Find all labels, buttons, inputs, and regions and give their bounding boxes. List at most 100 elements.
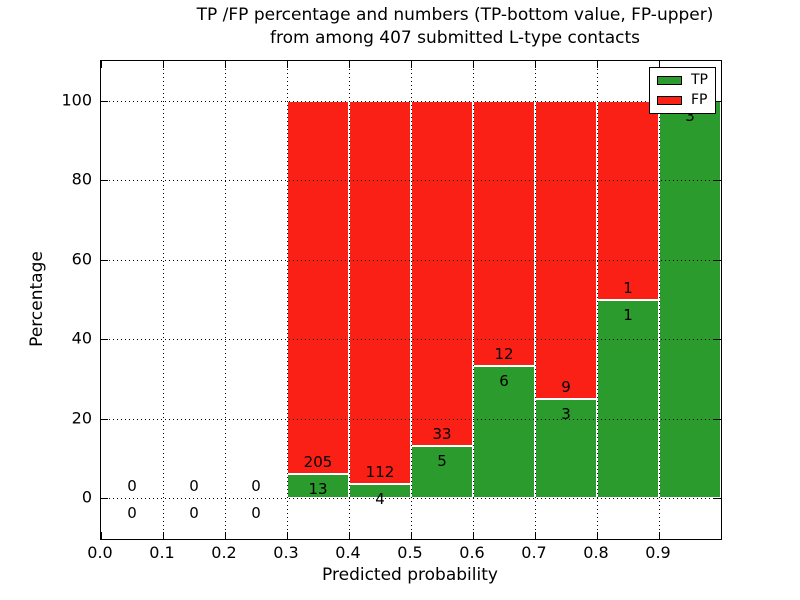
x-gridline [225, 61, 226, 539]
y-tick-label: 100 [61, 90, 92, 110]
x-axis-tick [163, 532, 164, 539]
tp-count-label: 4 [375, 490, 385, 509]
fp-count-label: 112 [365, 463, 395, 482]
fp-count-label: 1 [623, 278, 633, 297]
y-axis-right-tick [714, 418, 721, 420]
x-axis-label: Predicted probability [322, 565, 498, 585]
x-gridline [287, 61, 288, 539]
tp-count-label: 1 [623, 305, 633, 324]
fp-bar-segment [411, 101, 473, 446]
tp-count-label: 0 [251, 504, 261, 522]
x-gridline [659, 61, 660, 539]
x-tick-label: 0.9 [645, 543, 671, 562]
chart-title-line1: TP /FP percentage and numbers (TP-bottom… [196, 5, 714, 25]
y-axis-tick [101, 180, 108, 182]
x-tick-label: 0.2 [211, 543, 237, 562]
x-axis-tick [535, 532, 536, 539]
x-axis-top-tick [163, 61, 164, 68]
fp-count-label: 205 [303, 453, 333, 472]
y-axis-label: Percentage [27, 251, 47, 347]
chart-title-line2: from among 407 submitted L-type contacts [269, 28, 641, 48]
tp-bar-segment [659, 101, 721, 498]
fp-bar-segment [349, 101, 411, 485]
tp-bar-segment [473, 365, 535, 498]
tp-count-label: 5 [437, 451, 447, 470]
x-axis-top-tick [101, 61, 102, 68]
y-axis-tick [101, 259, 108, 261]
x-gridline [597, 61, 598, 539]
x-axis-top-tick [473, 61, 474, 68]
fp-count-label: 0 [251, 477, 261, 495]
chart-title: TP /FP percentage and numbers (TP-bottom… [197, 4, 714, 50]
x-axis-tick [597, 532, 598, 539]
legend-row-tp: TP [657, 72, 708, 88]
x-tick-label: 0.3 [273, 543, 299, 562]
x-gridline [349, 61, 350, 539]
fp-bar-segment [535, 101, 597, 399]
y-tick-label: 60 [71, 249, 92, 269]
x-tick-label: 0.5 [397, 543, 423, 562]
x-axis-top-tick [411, 61, 412, 68]
fp-count-label: 0 [189, 477, 199, 495]
legend: TP FP [649, 67, 716, 114]
y-axis-tick [101, 101, 108, 102]
x-axis-top-tick [659, 61, 660, 68]
y-axis-right-tick [714, 498, 721, 499]
x-axis-top-tick [535, 61, 536, 68]
y-tick-label: 20 [71, 408, 92, 428]
x-tick-label: 0.7 [521, 543, 547, 562]
x-axis-top-tick [349, 61, 350, 68]
tp-count-label: 0 [189, 504, 199, 522]
legend-row-fp: FP [657, 92, 708, 108]
x-axis-tick [287, 532, 288, 539]
x-gridline [535, 61, 536, 539]
x-axis-tick [473, 532, 474, 539]
y-axis-right-tick [714, 101, 721, 102]
x-tick-label: 0.1 [149, 543, 175, 562]
tp-count-label: 0 [127, 504, 137, 522]
x-gridline [411, 61, 412, 539]
y-tick-label: 80 [71, 169, 92, 189]
x-axis-tick [225, 532, 226, 539]
tp-legend-swatch [657, 76, 682, 85]
fp-count-label: 9 [561, 377, 571, 396]
tp-bar-segment [411, 445, 473, 498]
x-axis-tick [349, 532, 350, 539]
x-axis-top-tick [225, 61, 226, 68]
fp-count-label: 0 [127, 477, 137, 495]
fp-bar-segment [473, 101, 535, 366]
tp-count-label: 3 [685, 107, 695, 125]
x-tick-label: 0.8 [583, 543, 609, 562]
fp-legend-label: FP [691, 92, 708, 108]
y-tick-label: 0 [81, 487, 92, 507]
x-axis-tick [659, 532, 660, 539]
x-gridline [473, 61, 474, 539]
y-axis-tick [101, 498, 108, 499]
x-axis-tick [101, 532, 102, 539]
x-axis-tick [411, 532, 412, 539]
x-tick-label: 0.0 [87, 543, 113, 562]
x-gridline [163, 61, 164, 539]
tp-count-label: 6 [499, 371, 509, 390]
fp-legend-swatch [657, 96, 682, 105]
fp-bar-segment [597, 101, 659, 300]
x-axis-top-tick [287, 61, 288, 68]
tp-count-label: 13 [308, 480, 328, 499]
y-axis-tick [101, 339, 108, 341]
fp-count-label: 33 [432, 424, 452, 443]
plot-area: TP FP 000000205131124335126931103 [100, 60, 722, 540]
y-tick-label: 40 [71, 328, 92, 348]
fp-count-label: 12 [494, 344, 514, 363]
x-tick-label: 0.4 [335, 543, 361, 562]
fp-bar-segment [287, 101, 349, 475]
tp-count-label: 3 [561, 404, 571, 423]
y-axis-right-tick [714, 180, 721, 182]
tp-bar-segment [597, 299, 659, 498]
x-tick-label: 0.6 [459, 543, 485, 562]
y-axis-right-tick [714, 259, 721, 261]
x-axis-top-tick [597, 61, 598, 68]
y-axis-right-tick [714, 339, 721, 341]
y-axis-tick [101, 418, 108, 420]
tp-legend-label: TP [691, 72, 708, 88]
